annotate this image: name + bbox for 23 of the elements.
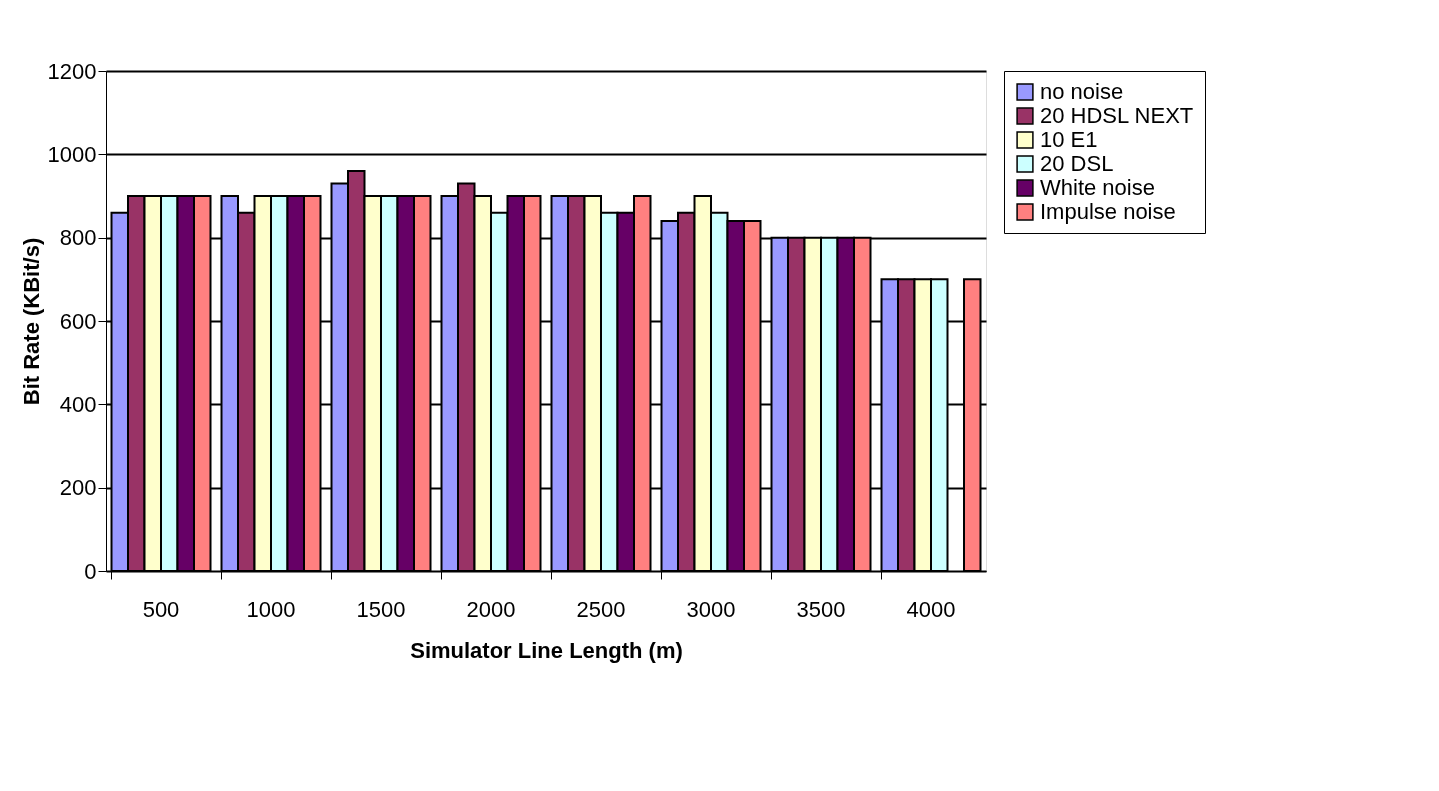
y-tick-label: 400	[59, 391, 97, 417]
y-tick-label: 1000	[47, 141, 97, 167]
x-axis-title: Simulator Line Length (m)	[410, 637, 683, 663]
x-tick-label: 2500	[576, 596, 626, 622]
x-tick-label: 1500	[356, 596, 406, 622]
x-tick-label: 3500	[796, 596, 846, 622]
y-tick-label: 1200	[47, 58, 97, 84]
y-tick-label: 600	[59, 308, 97, 334]
y-tick-label: 800	[59, 225, 97, 251]
x-tick-label: 4000	[906, 596, 956, 622]
legend-label: 20 DSL	[1040, 151, 1114, 176]
x-tick-label: 1000	[246, 596, 296, 622]
x-tick-label: 500	[142, 596, 180, 622]
legend-label: 10 E1	[1040, 127, 1098, 152]
legend-label: Impulse noise	[1040, 199, 1176, 224]
y-tick-label: 200	[59, 475, 97, 501]
legend-label: White noise	[1040, 175, 1155, 200]
y-axis-title: Bit Rate (KBit/s)	[18, 237, 44, 406]
y-tick-label: 0	[84, 558, 97, 584]
x-tick-label: 3000	[686, 596, 736, 622]
x-tick-label: 2000	[466, 596, 516, 622]
legend-label: no noise	[1040, 79, 1124, 104]
legend-label: 20 HDSL NEXT	[1040, 103, 1194, 128]
